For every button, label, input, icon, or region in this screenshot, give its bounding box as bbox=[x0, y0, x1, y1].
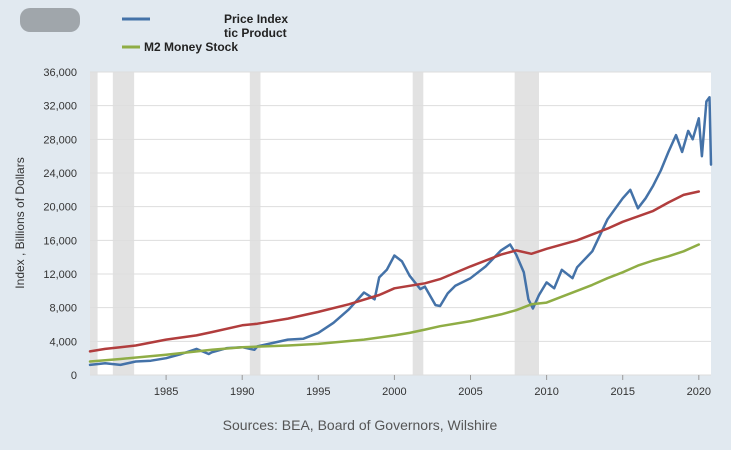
x-axis-ticks: 1985 1990 1995 2000 2005 2010 2015 2020 bbox=[154, 375, 711, 398]
y-axis-label: Index , Billions of Dollars bbox=[13, 157, 27, 288]
recession-band-2 bbox=[249, 72, 261, 375]
y-tick-label-8000: 8,000 bbox=[49, 303, 77, 315]
source-note: Sources: BEA, Board of Governors, Wilshi… bbox=[223, 417, 498, 433]
legend-blur-patch bbox=[20, 8, 80, 32]
legend-label-m2: M2 Money Stock bbox=[144, 40, 238, 54]
y-tick-label-20000: 20,000 bbox=[43, 202, 77, 214]
x-tick-label-1985: 1985 bbox=[154, 386, 178, 398]
x-tick-label-1995: 1995 bbox=[306, 386, 330, 398]
y-tick-label-36000: 36,000 bbox=[43, 67, 77, 79]
legend: Price Index tic Product M2 Money Stock bbox=[20, 8, 288, 54]
x-tick-label-2010: 2010 bbox=[534, 386, 558, 398]
recession-band-4 bbox=[514, 72, 540, 375]
x-tick-label-2015: 2015 bbox=[610, 386, 634, 398]
series-line-2 bbox=[88, 243, 701, 363]
y-tick-label-24000: 24,000 bbox=[43, 168, 77, 180]
y-tick-label-0: 0 bbox=[71, 370, 77, 382]
y-tick-label-4000: 4,000 bbox=[49, 336, 77, 348]
y-tick-label-32000: 32,000 bbox=[43, 101, 77, 113]
recession-band-0 bbox=[90, 72, 98, 375]
gridlines bbox=[90, 71, 711, 376]
series-lines bbox=[88, 96, 713, 367]
x-tick-label-2000: 2000 bbox=[382, 386, 406, 398]
x-tick-label-2005: 2005 bbox=[458, 386, 482, 398]
y-tick-label-16000: 16,000 bbox=[43, 235, 77, 247]
legend-label-product: tic Product bbox=[224, 26, 287, 40]
recession-bands bbox=[90, 72, 540, 375]
y-tick-label-28000: 28,000 bbox=[43, 134, 77, 146]
x-tick-label-2020: 2020 bbox=[687, 386, 711, 398]
y-tick-label-12000: 12,000 bbox=[43, 269, 77, 281]
recession-band-3 bbox=[412, 72, 424, 375]
legend-label-price-index: Price Index bbox=[224, 12, 288, 26]
x-tick-label-1990: 1990 bbox=[230, 386, 254, 398]
series-line-1 bbox=[88, 190, 701, 353]
y-axis-ticks: 0 4,000 8,000 12,000 16,000 20,000 24,000 28,00… bbox=[43, 67, 77, 382]
plot-area bbox=[90, 72, 711, 375]
recession-band-1 bbox=[112, 72, 135, 375]
